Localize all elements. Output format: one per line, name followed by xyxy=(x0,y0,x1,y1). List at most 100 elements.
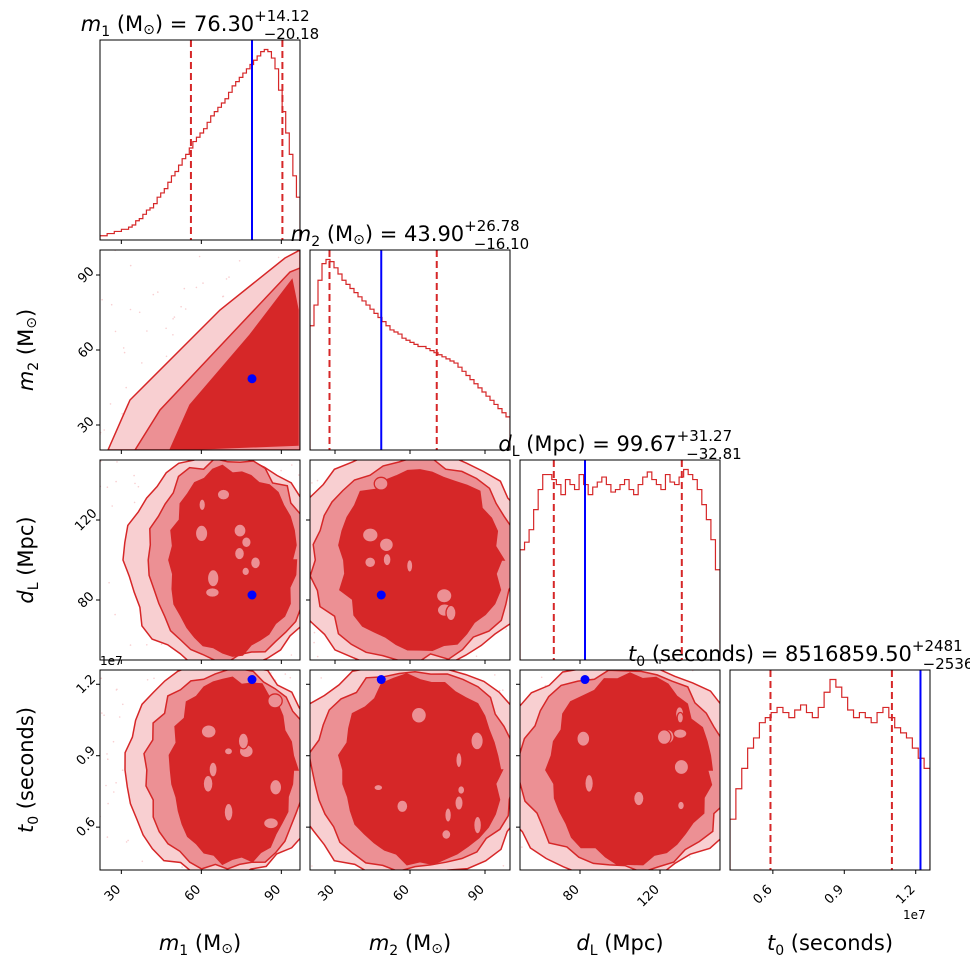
hist2d-frame-m1-t0 xyxy=(99,669,301,871)
sample-dot xyxy=(101,712,103,714)
ylabel-t0: t0 (seconds) xyxy=(14,707,42,833)
hist-frame-dL xyxy=(519,459,721,661)
contour-hole xyxy=(267,693,283,709)
xtick-label-m2: 90 xyxy=(466,882,488,904)
sample-dot xyxy=(110,303,113,306)
hist-step-m1 xyxy=(100,48,300,240)
sample-dot xyxy=(103,429,105,431)
sample-dot xyxy=(125,386,127,389)
contour-hole xyxy=(241,536,252,549)
sample-dot xyxy=(129,264,132,267)
offset-text-left: 1e7 xyxy=(100,654,123,668)
contour-hole xyxy=(208,761,218,778)
contour-hole xyxy=(435,587,453,604)
contour-hole xyxy=(233,523,247,538)
sample-dot xyxy=(133,474,135,477)
hist2d-frame-m1-dL xyxy=(99,459,301,661)
sample-dot xyxy=(270,672,272,674)
sample-dot xyxy=(475,655,478,657)
contour-hole xyxy=(633,790,645,807)
hist-panel-m1 xyxy=(99,39,301,244)
xlabel-m2: m2 (M⊙) xyxy=(369,931,451,959)
truth-point xyxy=(247,675,257,685)
hist2d-panel-m2-dL xyxy=(306,459,511,664)
sample-dot xyxy=(114,613,116,616)
sample-dot xyxy=(146,644,148,646)
contour-hole xyxy=(237,732,250,750)
contour-hole xyxy=(676,711,685,724)
truth-point xyxy=(376,675,386,685)
xtick-label-dL: 80 xyxy=(561,882,583,904)
ytick-label-t0: 1.2 xyxy=(74,672,99,697)
contour-hole xyxy=(405,558,414,573)
xlabel-dL: dL (Mpc) xyxy=(576,931,663,959)
sample-dot xyxy=(502,689,504,691)
sample-dot xyxy=(316,655,319,658)
hist2d-panel-m1-dL xyxy=(96,459,301,664)
contour-hole xyxy=(396,799,409,814)
sample-dot xyxy=(115,782,117,784)
hist2d-panel-m1-t0 xyxy=(96,669,301,874)
sample-dot xyxy=(311,482,313,484)
xtick-label-m1: 60 xyxy=(182,882,204,904)
sample-dot xyxy=(105,784,107,787)
hist-step-t0 xyxy=(730,678,930,870)
hist-step-m2 xyxy=(310,258,510,450)
sample-dot xyxy=(540,676,543,679)
contour-hole xyxy=(378,537,395,553)
sample-dot xyxy=(122,703,124,706)
ytick-label-dL: 80 xyxy=(75,589,97,611)
sample-dot xyxy=(101,298,103,301)
sample-dot xyxy=(183,287,186,290)
sample-dot xyxy=(172,318,174,320)
ytick-label-m2: 60 xyxy=(75,339,97,361)
hist-frame-m2 xyxy=(309,249,511,451)
contour-hole xyxy=(204,587,220,598)
sample-dot xyxy=(498,689,501,692)
sample-dot xyxy=(107,802,109,805)
sample-dot xyxy=(137,485,140,488)
xtick-label-t0: 0.6 xyxy=(750,882,775,907)
sample-dot xyxy=(165,327,167,330)
sample-dot xyxy=(165,355,168,358)
offset-text-bottom: 1e7 xyxy=(903,908,926,922)
sample-dot xyxy=(146,679,149,681)
sample-dot xyxy=(313,641,315,644)
contour-inner xyxy=(169,278,299,450)
contour-hole xyxy=(656,729,672,746)
sample-dot xyxy=(180,305,182,308)
sample-dot xyxy=(222,295,225,298)
sample-dot xyxy=(121,769,124,771)
sample-dot xyxy=(109,403,112,405)
ytick-label-t0: 0.9 xyxy=(74,743,99,768)
sample-dot xyxy=(108,581,110,584)
sample-dot xyxy=(106,486,109,488)
xtick-label-t0: 0.9 xyxy=(822,882,847,907)
contour-hole xyxy=(249,556,262,570)
contour-hole xyxy=(241,566,251,577)
sample-dot xyxy=(100,677,103,680)
sample-dot xyxy=(505,628,507,630)
sample-dot xyxy=(291,464,293,466)
sample-dot xyxy=(116,688,118,691)
sample-dot xyxy=(228,276,230,278)
truth-point xyxy=(376,590,386,600)
title-t0: t0 (seconds) = 8516859.50+2481 −2536 xyxy=(628,637,970,673)
contour-hole xyxy=(445,604,457,622)
sample-dot xyxy=(238,260,241,262)
contour-hole xyxy=(233,546,246,561)
truth-point xyxy=(247,374,257,384)
sample-dot xyxy=(157,291,159,293)
sample-dot xyxy=(198,255,201,258)
hist2d-panel-m2-t0 xyxy=(306,669,511,874)
sample-dot xyxy=(114,330,117,333)
sample-dot xyxy=(112,740,115,743)
sample-dot xyxy=(133,501,136,504)
contour-hole xyxy=(382,552,392,567)
contour-hole xyxy=(206,568,220,588)
sample-dot xyxy=(521,846,523,848)
hist-panel-t0 xyxy=(729,669,931,874)
sample-dot xyxy=(284,673,287,675)
contour-hole xyxy=(455,751,463,769)
xtick-label-m1: 30 xyxy=(102,882,124,904)
